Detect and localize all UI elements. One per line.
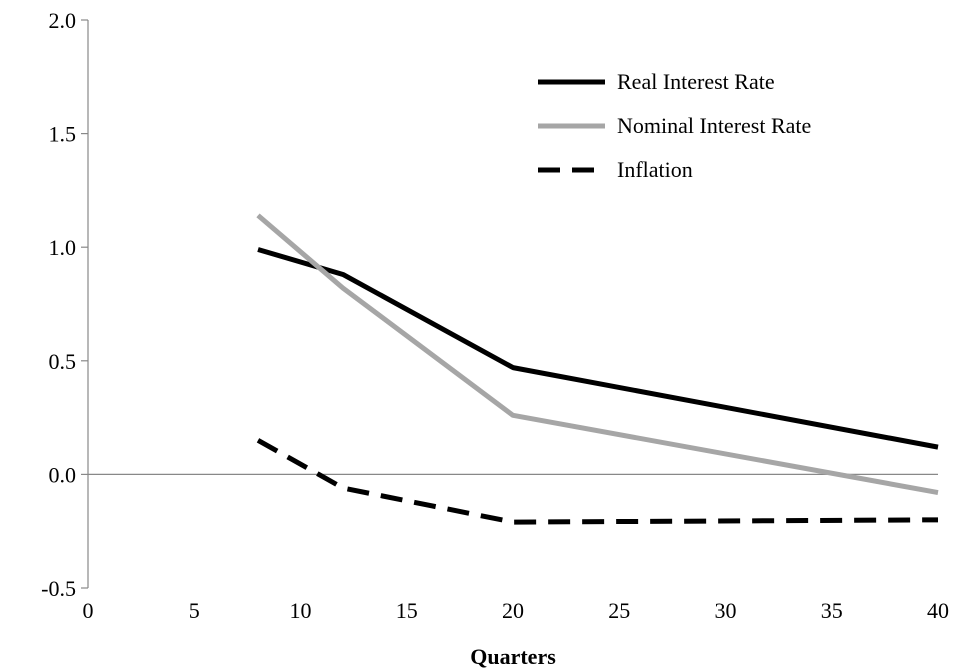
legend-label-nominal-interest-rate: Nominal Interest Rate [617,113,811,138]
x-tick-label: 10 [290,598,312,623]
x-tick-label: 35 [821,598,843,623]
legend-label-real-interest-rate: Real Interest Rate [617,69,775,94]
series-line-inflation [256,438,939,525]
legend-label-inflation: Inflation [617,157,693,182]
y-tick-label: 0.0 [49,462,77,487]
x-tick-label: 0 [83,598,94,623]
series-line-nominal-interest-rate [256,213,939,496]
series-layer [256,213,939,525]
x-tick-label: 20 [502,598,524,623]
y-tick-label: 2.0 [49,8,77,33]
x-tick-label: 30 [715,598,737,623]
y-tick-label: 1.5 [49,122,77,147]
series-real-interest-rate [257,247,939,450]
series-line-real-interest-rate [257,247,939,450]
x-axis-title: Quarters [470,644,556,669]
x-tick-label: 25 [608,598,630,623]
y-ticks: -0.5 0.0 0.5 1.0 1.5 2.0 [41,8,88,601]
x-tick-label: 15 [396,598,418,623]
axes [87,20,938,588]
x-tick-label: 40 [927,598,949,623]
series-inflation [256,438,939,525]
y-tick-label: -0.5 [41,576,76,601]
x-tick-label: 5 [189,598,200,623]
y-tick-label: 0.5 [49,349,77,374]
series-nominal-interest-rate [256,213,939,496]
legend: Real Interest Rate Nominal Interest Rate I… [538,69,811,182]
x-ticks: 0 5 10 15 20 25 30 35 40 [83,598,950,623]
y-tick-label: 1.0 [49,235,77,260]
